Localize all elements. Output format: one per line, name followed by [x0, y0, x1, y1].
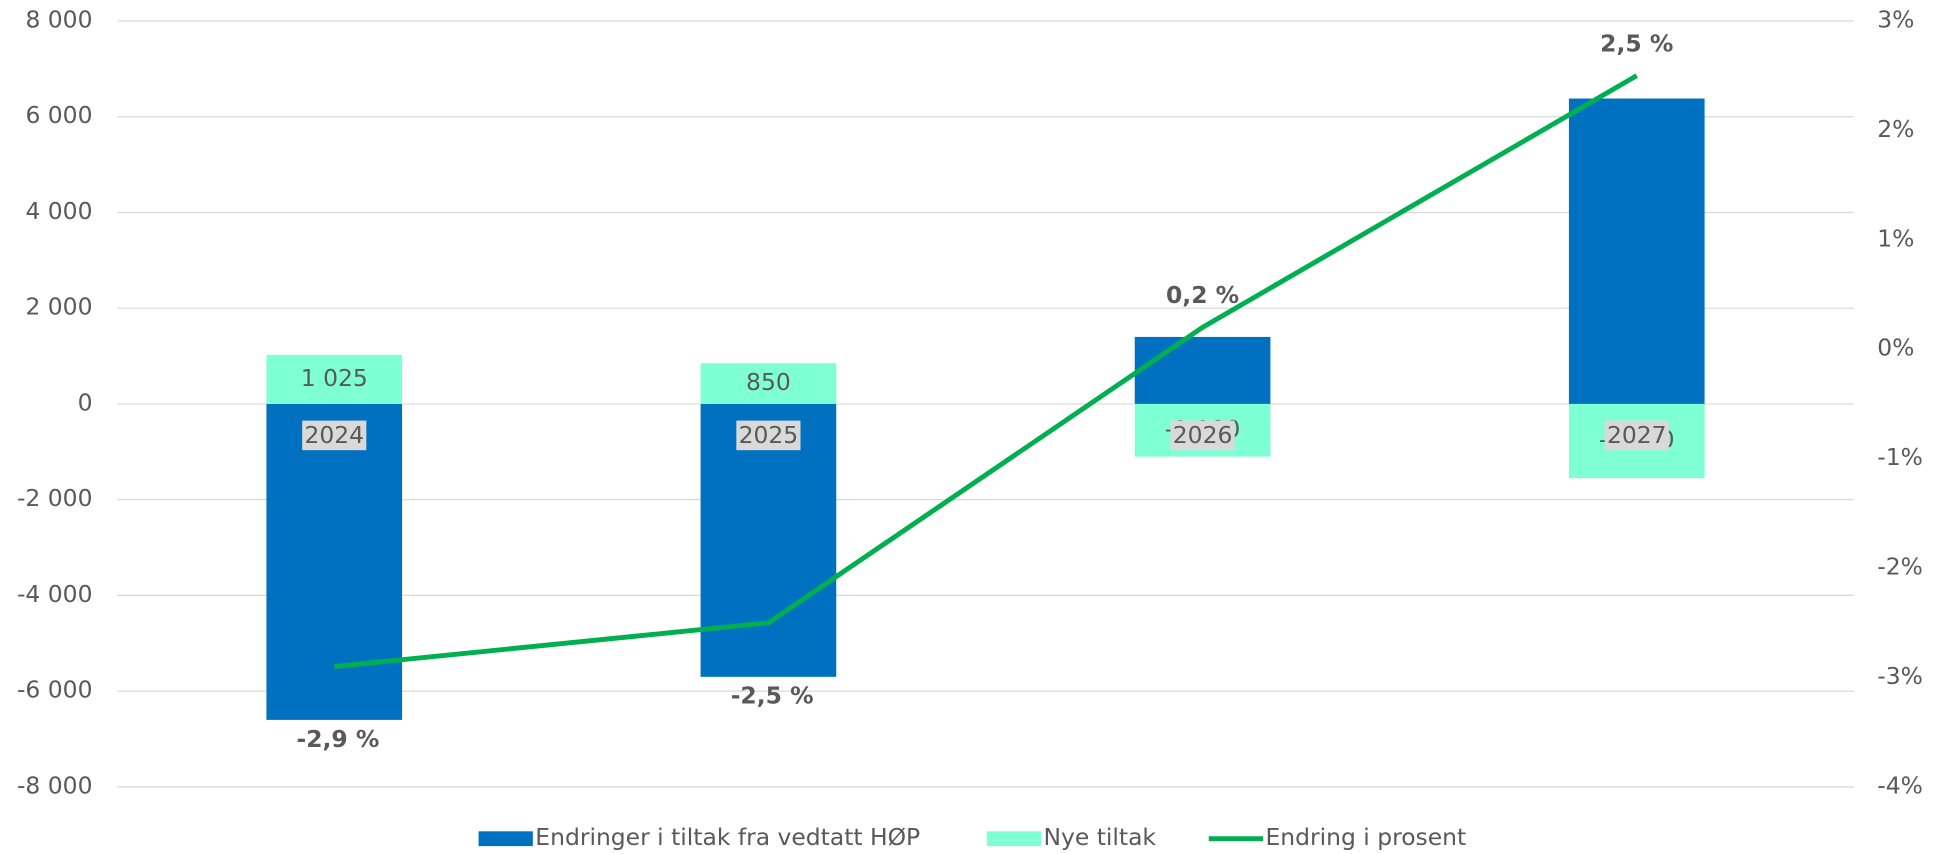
y-tick-label: 2 000: [25, 293, 92, 321]
y-tick-label: 4 000: [25, 197, 92, 225]
y-tick-label: -4 000: [17, 580, 93, 608]
y-tick-label: 6 000: [25, 101, 92, 129]
y2-tick-label: -2%: [1877, 553, 1923, 581]
line-data-label: -2,9 %: [297, 725, 380, 753]
y-tick-label: 0: [78, 388, 93, 416]
bar-segment: [1568, 98, 1705, 404]
y2-tick-label: 3%: [1877, 5, 1914, 33]
line-data-label: -2,5 %: [731, 681, 814, 709]
category-label-bg: [1170, 420, 1235, 451]
bar-segment: [266, 354, 403, 404]
line-data-label: 0,2 %: [1166, 281, 1239, 309]
x-tick-label: 2026: [1173, 421, 1233, 449]
data-label: 850: [746, 368, 791, 396]
grid: [117, 20, 1854, 788]
legend-swatch: [478, 831, 533, 847]
legend-label: Endring i prosent: [1265, 823, 1466, 851]
x-tick-label: 2025: [739, 421, 799, 449]
bar-segment: [266, 403, 403, 720]
y2-tick-label: 0%: [1877, 334, 1914, 362]
legend-label: Nye tiltak: [1043, 823, 1156, 851]
bar-segment: [1134, 336, 1271, 404]
y2-tick-label: -1%: [1877, 443, 1923, 471]
x-tick-label: 2024: [304, 421, 364, 449]
line-data-label: 2,5 %: [1600, 29, 1673, 57]
x-tick-label: 2027: [1607, 421, 1667, 449]
legend-label: Endringer i tiltak fra vedtatt HØP: [535, 823, 920, 851]
y-tick-label: -8 000: [17, 771, 93, 799]
category-label-bg: [302, 420, 367, 451]
bar-segment: [700, 363, 837, 404]
category-label-bg: [1604, 420, 1669, 451]
y2-tick-label: 1%: [1877, 224, 1914, 252]
y2-tick-label: -3%: [1877, 662, 1923, 690]
line: [334, 73, 1638, 669]
category-label-bg: [736, 420, 801, 451]
data-label: 1 025: [301, 364, 368, 392]
y-tick-label: -2 000: [17, 484, 93, 512]
y-tick-label: -6 000: [17, 676, 93, 704]
y2-tick-label: -4%: [1877, 771, 1923, 799]
y-tick-label: 8 000: [25, 5, 92, 33]
y2-tick-label: 2%: [1877, 115, 1914, 143]
legend-swatch: [986, 831, 1042, 847]
